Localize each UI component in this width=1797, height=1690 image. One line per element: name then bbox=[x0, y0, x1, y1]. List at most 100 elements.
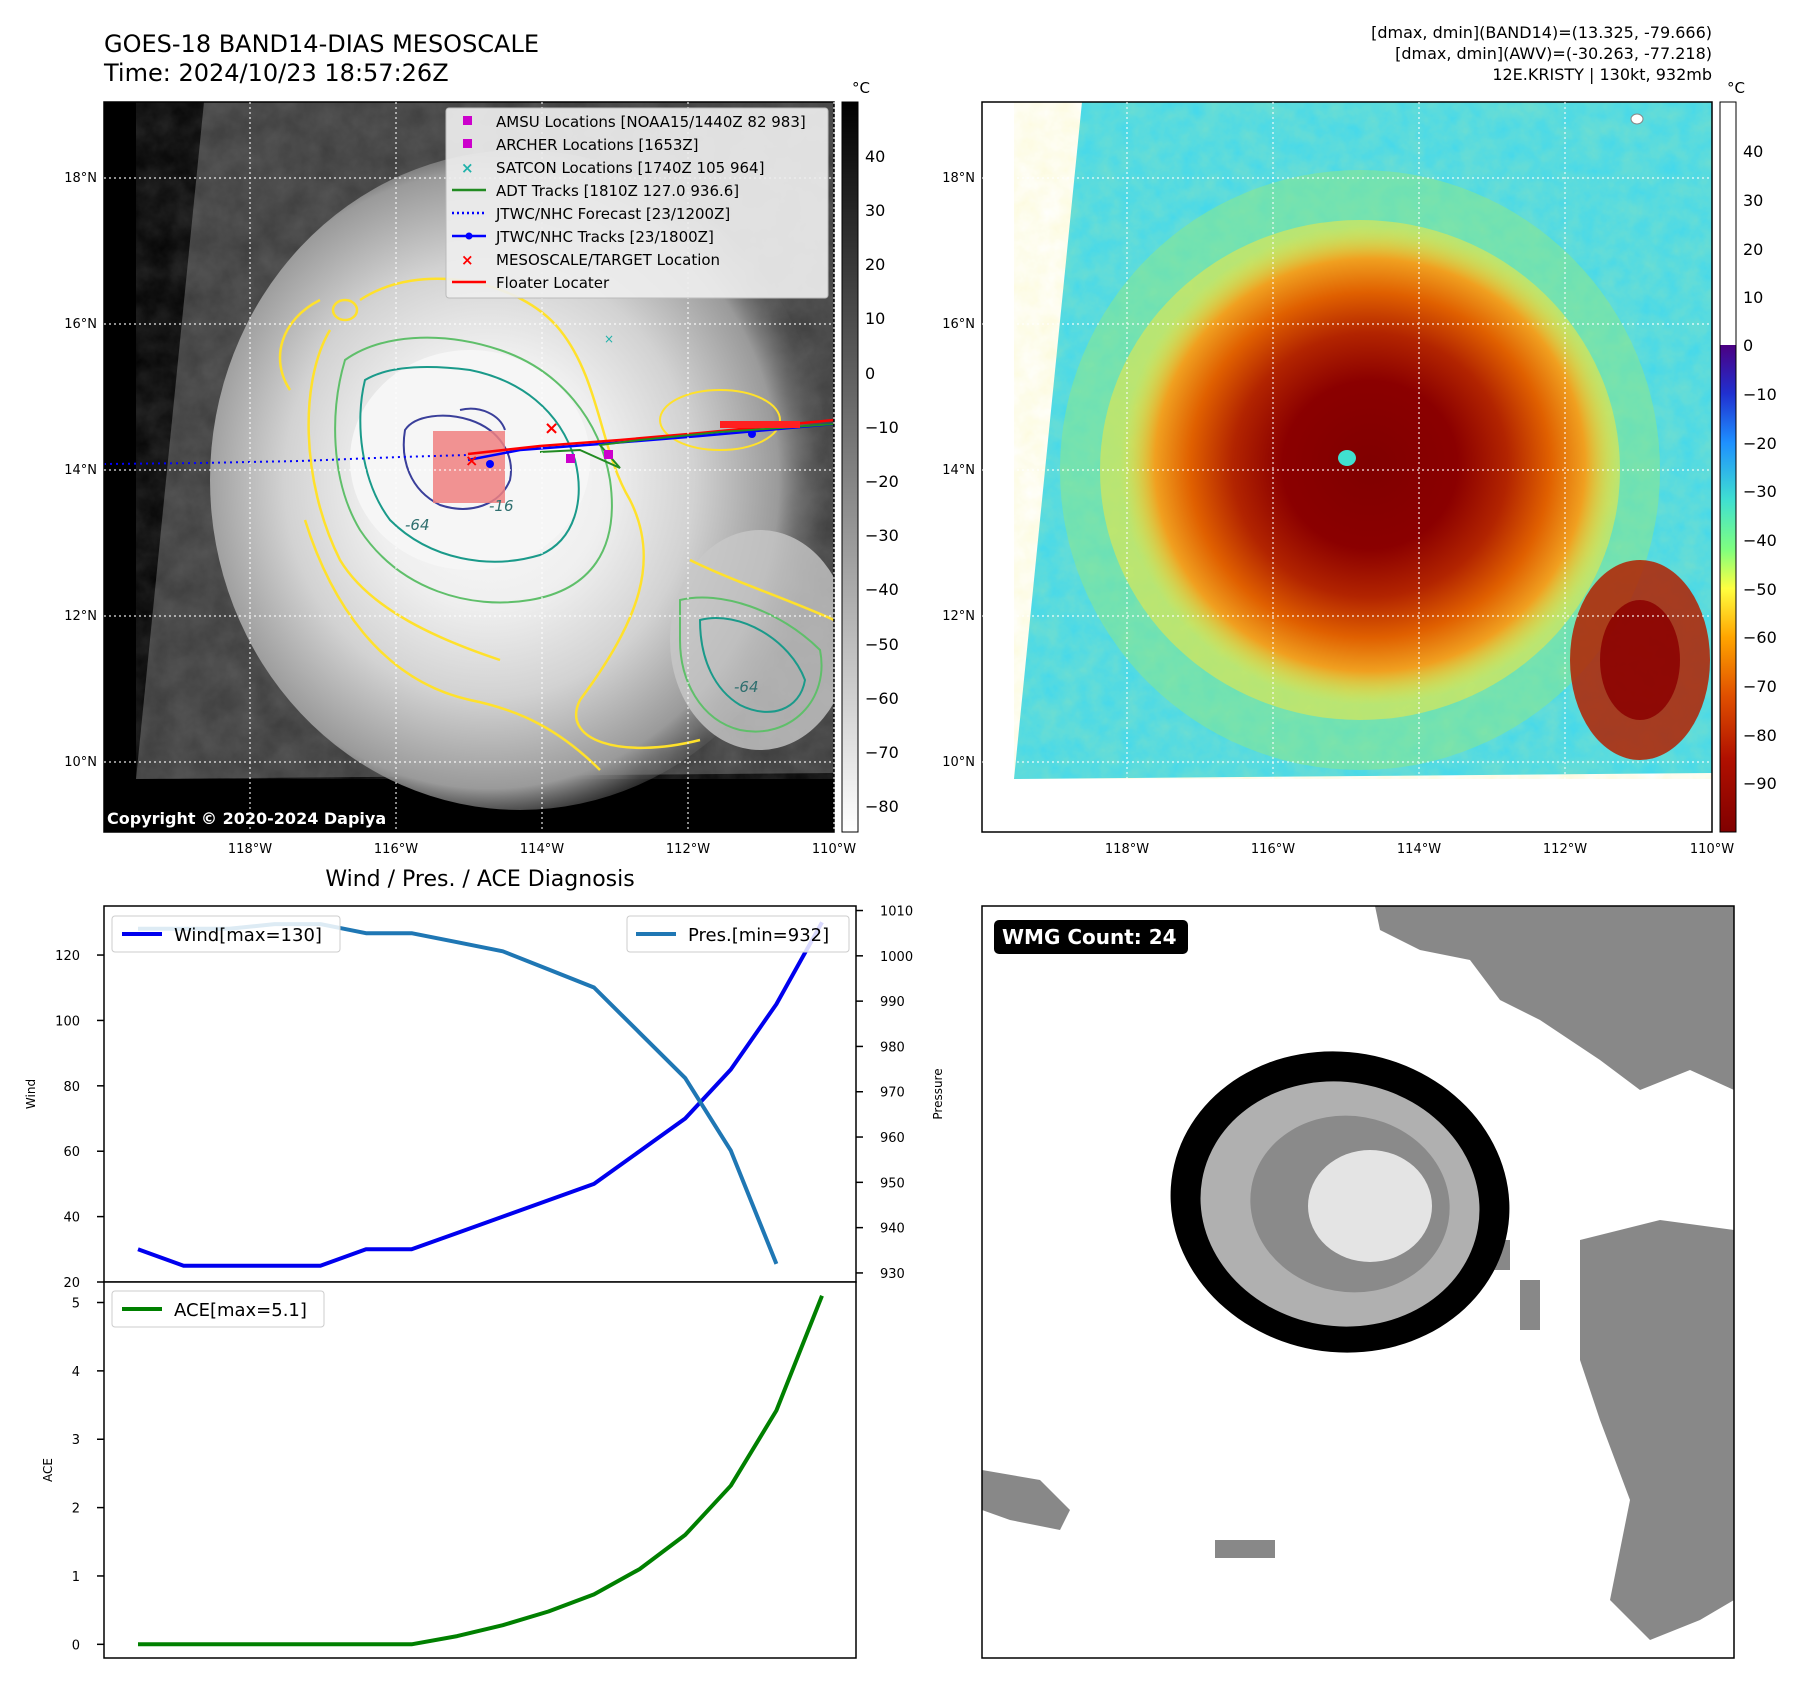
awv-colorbar: °C 40 30 20 10 0 −10 −20 −30 −40 −50 −60… bbox=[1719, 79, 1777, 833]
ir-cb-tick: −40 bbox=[865, 580, 899, 599]
awv-cb-tick: 10 bbox=[1743, 288, 1763, 307]
pressure-ytick-label: 950 bbox=[880, 1176, 905, 1191]
wind-axis-label: Wind bbox=[24, 1079, 38, 1109]
wmg-gray-block bbox=[1215, 1540, 1275, 1558]
awv-colorbar-unit: °C bbox=[1727, 79, 1745, 97]
awv-cb-tick: −30 bbox=[1743, 482, 1777, 501]
legend-amsu-label: AMSU Locations [NOAA15/1440Z 82 983] bbox=[496, 113, 806, 131]
figure-title-line2: Time: 2024/10/23 18:57:26Z bbox=[103, 59, 449, 87]
ir-lon-label: 116°W bbox=[374, 842, 418, 857]
jtwc-forecast-line bbox=[104, 454, 469, 465]
awv-gridlines bbox=[982, 102, 1712, 832]
contour-label-3: -64 bbox=[734, 678, 759, 696]
ir-cb-tick: −30 bbox=[865, 526, 899, 545]
legend-track-dot bbox=[465, 232, 473, 240]
pressure-yticks: 930 940 950 960 970 980 990 1000 1010 bbox=[880, 905, 913, 1282]
pressure-ytick-label: 980 bbox=[880, 1040, 905, 1055]
awv-lat-label: 14°N bbox=[942, 463, 975, 478]
ace-series-line bbox=[138, 1294, 824, 1647]
pressure-ytick-label: 1000 bbox=[880, 950, 913, 965]
pressure-ytick-label: 990 bbox=[880, 995, 905, 1010]
wmg-gray-block bbox=[1520, 1280, 1540, 1330]
wind-ytick-label: 80 bbox=[63, 1080, 80, 1095]
wmg-badge bbox=[994, 920, 1188, 954]
wind-legend-label: Wind[max=130] bbox=[174, 925, 322, 946]
diagnosis-panel: Wind / Pres. / ACE Diagnosis Wind Pressu… bbox=[24, 867, 945, 1659]
ir-lon-labels: 118°W 116°W 114°W 112°W 110°W bbox=[228, 842, 856, 857]
awv-lon-label: 114°W bbox=[1397, 842, 1441, 857]
ir-lat-label: 12°N bbox=[64, 609, 97, 624]
awv-panel: [dmax, dmin](BAND14)=(13.325, -79.666) [… bbox=[942, 23, 1777, 857]
awv-lon-labels: 118°W 116°W 114°W 112°W 110°W bbox=[1105, 842, 1734, 857]
pressure-ytick-label: 970 bbox=[880, 1086, 905, 1101]
wmg-gray-region bbox=[1375, 906, 1734, 1090]
awv-cb-tick: 0 bbox=[1743, 336, 1753, 355]
ir-lat-label: 10°N bbox=[64, 755, 97, 770]
awv-speck bbox=[1630, 113, 1644, 125]
amsu-marker bbox=[604, 450, 613, 459]
legend-amsu-marker bbox=[463, 116, 472, 125]
ir-colorbar: °C 40 30 20 10 0 −10 −20 −30 −40 −50 −60… bbox=[841, 79, 899, 833]
ir-cb-tick: −50 bbox=[865, 635, 899, 654]
legend-archer-label: ARCHER Locations [1653Z] bbox=[496, 136, 699, 154]
legend-target-marker: × bbox=[461, 251, 474, 269]
awv-frame bbox=[981, 101, 1713, 833]
ace-legend: ACE[max=5.1] bbox=[111, 1290, 325, 1328]
awv-cb-tick: 20 bbox=[1743, 240, 1763, 259]
ir-colorbar-strip bbox=[841, 101, 859, 833]
ir-cb-tick: 40 bbox=[865, 147, 885, 166]
ir-lat-label: 14°N bbox=[64, 463, 97, 478]
awv-lon-label: 110°W bbox=[1690, 842, 1734, 857]
adt-track-line bbox=[539, 423, 834, 469]
awv-colorbar-cold bbox=[1720, 345, 1736, 832]
contour-label-1: -64 bbox=[405, 516, 430, 534]
pressure-ytick-label: 940 bbox=[880, 1222, 905, 1237]
stats-line1: [dmax, dmin](BAND14)=(13.325, -79.666) bbox=[1371, 23, 1712, 42]
ir-colorbar-unit: °C bbox=[852, 79, 870, 97]
pressure-axis-label: Pressure bbox=[931, 1068, 945, 1119]
wmg-gray-region bbox=[1580, 1220, 1734, 1640]
ace-axes bbox=[103, 1281, 857, 1659]
awv-image bbox=[982, 102, 1712, 832]
awv-colorbar-warm bbox=[1720, 102, 1736, 345]
legend-satcon-label: SATCON Locations [1740Z 105 964] bbox=[496, 159, 764, 177]
awv-colorbar-border bbox=[1719, 101, 1737, 833]
wind-ytick-label: 60 bbox=[63, 1145, 80, 1160]
legend-adt-label: ADT Tracks [1810Z 127.0 936.6] bbox=[496, 182, 739, 200]
ace-ytick-label: 3 bbox=[72, 1433, 80, 1448]
wind-yticks: 20 40 60 80 100 120 bbox=[55, 949, 80, 1291]
copyright-text: Copyright © 2020-2024 Dapiya bbox=[107, 809, 386, 828]
target-marker: × bbox=[544, 418, 559, 439]
ace-ytick-label: 4 bbox=[72, 1365, 80, 1380]
pressure-ytick-label: 930 bbox=[880, 1267, 905, 1282]
ace-yticks: 0 1 2 3 4 5 bbox=[72, 1297, 80, 1654]
contour-label-2: -16 bbox=[489, 497, 514, 515]
awv-cb-tick: −50 bbox=[1743, 580, 1777, 599]
wind-ytick-label: 40 bbox=[63, 1211, 80, 1226]
wind-series-line bbox=[137, 921, 824, 1268]
awv-cb-tick: 40 bbox=[1743, 142, 1763, 161]
ir-legend: AMSU Locations [NOAA15/1440Z 82 983] ARC… bbox=[445, 107, 829, 299]
diagnosis-title: Wind / Pres. / ACE Diagnosis bbox=[325, 867, 634, 892]
awv-cb-tick: 30 bbox=[1743, 191, 1763, 210]
ace-axis-label: ACE bbox=[41, 1458, 55, 1482]
awv-cb-tick: −90 bbox=[1743, 774, 1777, 793]
ace-ytick-label: 2 bbox=[72, 1502, 80, 1517]
pressure-legend-label: Pres.[min=932] bbox=[688, 925, 829, 946]
ir-cb-tick: 0 bbox=[865, 364, 875, 383]
jtwc-track-dot bbox=[486, 460, 494, 468]
pressure-legend: Pres.[min=932] bbox=[626, 915, 850, 953]
wmg-badge-label: WMG Count: 24 bbox=[1002, 925, 1177, 949]
awv-cb-tick: −80 bbox=[1743, 726, 1777, 745]
awv-lon-label: 112°W bbox=[1543, 842, 1587, 857]
wind-ytick-label: 120 bbox=[55, 949, 80, 964]
ir-cb-tick: 20 bbox=[865, 255, 885, 274]
target-x-cluster bbox=[720, 421, 800, 428]
ir-cb-tick: −80 bbox=[865, 797, 899, 816]
legend-satcon-marker: × bbox=[461, 159, 474, 177]
awv-lat-label: 12°N bbox=[942, 609, 975, 624]
wmg-panel: WMG Count: 24 bbox=[981, 905, 1735, 1659]
wind-ytick-label: 100 bbox=[55, 1014, 80, 1029]
wind-pres-axes bbox=[103, 905, 857, 1283]
ir-cb-tick: −20 bbox=[865, 472, 899, 491]
